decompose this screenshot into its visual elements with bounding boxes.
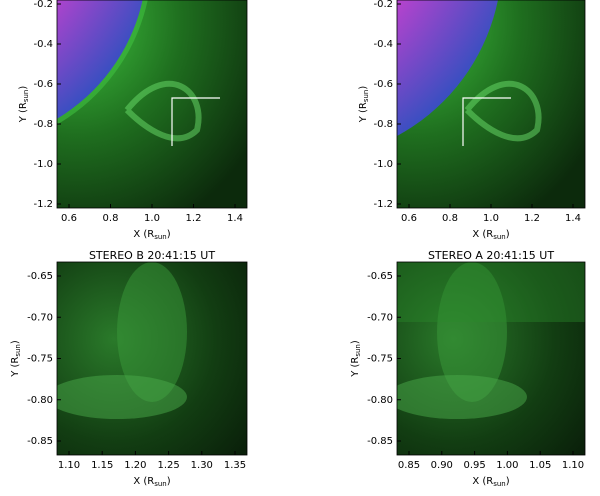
label-main: X (R [133,229,154,240]
y-tick-label: -0.4 [33,39,53,50]
label-main: X (R [472,476,493,487]
glow [397,262,585,322]
label-end: ) [506,229,510,240]
y-tick-label: -1.0 [33,159,53,170]
x-tick-label: 0.6 [61,213,77,224]
y-axis-label: Y (Rsun) [18,86,30,124]
y-tick-label: -0.8 [33,119,53,130]
panel-title: STEREO B 20:41:15 UT [89,249,215,262]
feature [437,262,507,402]
label-sub: sun [154,233,167,241]
x-tick-label: 0.95 [463,460,485,471]
label-main: Y (R [10,357,21,378]
label-main: Y (R [350,357,361,378]
y-tick-label: -0.6 [33,79,53,90]
x-tick-label: 1.10 [58,460,80,471]
y-tick-label: -0.85 [367,436,393,447]
roi-box [171,97,220,146]
label-main: Y (R [18,102,29,123]
x-tick-label: 1.05 [529,460,551,471]
label-sub: sun [154,480,167,488]
x-tick-label: 1.25 [157,460,179,471]
y-tick-label: -0.4 [373,39,393,50]
x-tick-label: 1.4 [227,213,243,224]
y-tick-label: -0.80 [27,395,53,406]
label-end: ) [18,86,29,90]
y-axis-label: Y (Rsun) [358,86,370,124]
x-axis-label: X (Rsun) [472,229,509,241]
roi-box [462,97,511,146]
y-tick-label: -0.85 [27,436,53,447]
label-end: ) [167,476,171,487]
label-end: ) [358,86,369,90]
x-tick-label: 0.90 [431,460,453,471]
y-tick-label: -0.70 [367,312,393,323]
label-main: Y (R [358,102,369,123]
label-sub: sun [14,344,22,357]
panel [397,0,585,208]
x-axis-label: X (Rsun) [472,476,509,488]
label-end: ) [350,340,361,344]
label-sub: sun [493,480,506,488]
x-tick-label: 1.15 [91,460,113,471]
panel-title: STEREO A 20:41:15 UT [428,249,554,262]
sun-disk [57,0,143,119]
x-tick-label: 1.2 [186,213,202,224]
feature [57,375,187,419]
y-axis-label: Y (Rsun) [350,340,362,378]
label-end: ) [506,476,510,487]
x-tick-label: 1.20 [124,460,146,471]
label-sub: sun [22,90,30,103]
loop [464,80,542,142]
y-axis-label: Y (Rsun) [10,340,22,378]
x-tick-label: 1.0 [483,213,499,224]
x-tick-label: 1.0 [144,213,160,224]
label-sub: sun [493,233,506,241]
y-tick-label: -0.6 [373,79,393,90]
y-tick-label: -0.2 [373,0,393,10]
x-tick-label: 0.85 [398,460,420,471]
label-sub: sun [362,90,370,103]
y-tick-label: -0.8 [373,119,393,130]
y-tick-label: -0.75 [27,354,53,365]
y-tick-label: -1.2 [373,199,393,210]
y-tick-label: -0.2 [33,0,53,10]
x-tick-label: 1.2 [524,213,540,224]
x-tick-label: 0.8 [103,213,119,224]
x-tick-label: 1.4 [565,213,581,224]
y-tick-label: -0.80 [367,395,393,406]
y-tick-label: -0.70 [27,312,53,323]
sun-disk [397,0,498,136]
label-main: X (R [133,476,154,487]
panel [397,262,585,455]
x-tick-label: 1.00 [496,460,518,471]
label-end: ) [10,340,21,344]
y-tick-label: -0.75 [367,354,393,365]
y-tick-label: -1.2 [33,199,53,210]
panel [57,0,247,208]
x-tick-label: 1.30 [191,460,213,471]
feature [117,262,187,402]
feature [397,375,527,419]
y-tick-label: -0.65 [367,271,393,282]
x-tick-label: 1.10 [562,460,584,471]
loop [124,80,202,142]
x-tick-label: 0.8 [442,213,458,224]
y-tick-label: -0.65 [27,271,53,282]
x-tick-label: 1.35 [224,460,246,471]
panel [57,262,247,455]
y-tick-label: -1.0 [373,159,393,170]
label-end: ) [167,229,171,240]
x-tick-label: 0.6 [401,213,417,224]
x-axis-label: X (Rsun) [133,229,170,241]
label-sub: sun [354,344,362,357]
x-axis-label: X (Rsun) [133,476,170,488]
label-main: X (R [472,229,493,240]
